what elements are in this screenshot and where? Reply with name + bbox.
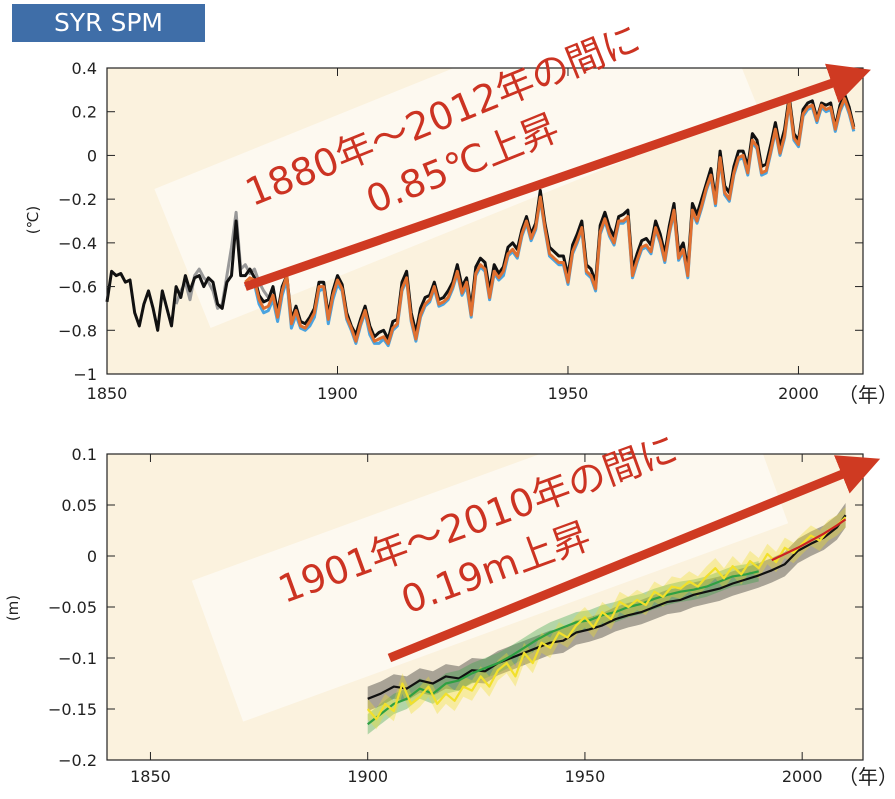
series-line-orange_series [244, 97, 856, 345]
series-line-yellow_series [366, 516, 847, 721]
annotation-panel-1 [154, 0, 758, 329]
trend-arrow [243, 63, 871, 291]
x-tick-label: 2000 [778, 384, 819, 403]
series-band-yellow_series [367, 507, 846, 730]
x-tick-label: 1900 [347, 767, 388, 786]
y-tick-label: −0.6 [58, 278, 97, 297]
y-axis-label: (℃) [24, 206, 42, 235]
annotation-panel-2 [191, 382, 789, 722]
y-axis-label: (m) [4, 595, 22, 621]
y-tick-label: −0.2 [58, 190, 97, 209]
series-group-2 [366, 503, 847, 735]
plot-frame-1 [106, 67, 864, 375]
y-tick-label: 0.1 [72, 445, 97, 464]
y-tick-label: −0.1 [58, 649, 97, 668]
syr-spm-badge-label: SYR SPM [54, 8, 163, 37]
y-tick-label: 0 [87, 547, 97, 566]
series-line-black_series [367, 514, 847, 700]
x-tick-label: 2000 [782, 767, 823, 786]
series-group-1 [105, 92, 856, 348]
y-tick-label: −0.15 [48, 700, 97, 719]
x-tick-label: 1900 [317, 384, 358, 403]
series-band-black_series [367, 503, 846, 711]
y-tick-label: 0.4 [72, 59, 97, 78]
y-tick-label: 0.2 [72, 103, 97, 122]
x-unit-label: （年） [838, 765, 895, 789]
syr-spm-badge: SYR SPM [12, 4, 205, 42]
y-tick-label: 0 [87, 146, 97, 165]
y-tick-label: 0.05 [61, 496, 97, 515]
x-tick-label: 1850 [130, 767, 171, 786]
chart-2: 0.1 0.05 0 −0.05 −0.1 −0.15 −0.2 1850 1900 1950 20… [4, 382, 895, 789]
trend-arrow [387, 455, 881, 663]
x-tick-label: 1850 [87, 384, 128, 403]
y-tick-label: −0.05 [48, 598, 97, 617]
y-tick-label: −0.8 [58, 321, 97, 340]
x-unit-label: （年） [838, 383, 895, 407]
x-tick-label: 1950 [565, 767, 606, 786]
y-tick-label: −0.4 [58, 234, 97, 253]
series-line-red_series [771, 518, 847, 562]
x-tick-label: 1950 [548, 384, 589, 403]
y-tick-label: −0.2 [58, 751, 97, 770]
y-tick-label: −1 [73, 365, 97, 384]
